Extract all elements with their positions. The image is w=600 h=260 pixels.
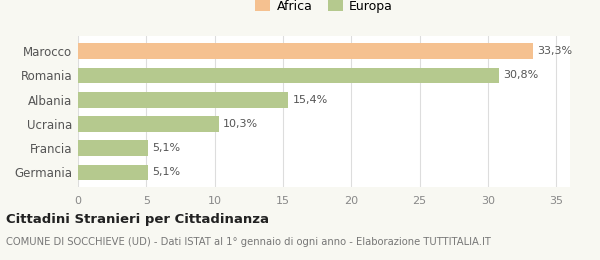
Text: 30,8%: 30,8% (503, 70, 538, 80)
Text: Cittadini Stranieri per Cittadinanza: Cittadini Stranieri per Cittadinanza (6, 213, 269, 226)
Bar (78, 92, 289, 108)
Text: COMUNE DI SOCCHIEVE (UD) - Dati ISTAT al 1° gennaio di ogni anno - Elaborazione : COMUNE DI SOCCHIEVE (UD) - Dati ISTAT al… (6, 237, 491, 246)
Bar (78, 140, 148, 156)
Text: 5,1%: 5,1% (152, 143, 180, 153)
Bar (78, 116, 219, 132)
Text: 33,3%: 33,3% (537, 46, 572, 56)
Bar (78, 165, 148, 180)
Bar (78, 43, 533, 59)
Bar (78, 68, 499, 83)
Legend: Africa, Europa: Africa, Europa (250, 0, 398, 18)
Text: 10,3%: 10,3% (223, 119, 258, 129)
Text: 5,1%: 5,1% (152, 167, 180, 178)
Text: 15,4%: 15,4% (293, 95, 328, 105)
